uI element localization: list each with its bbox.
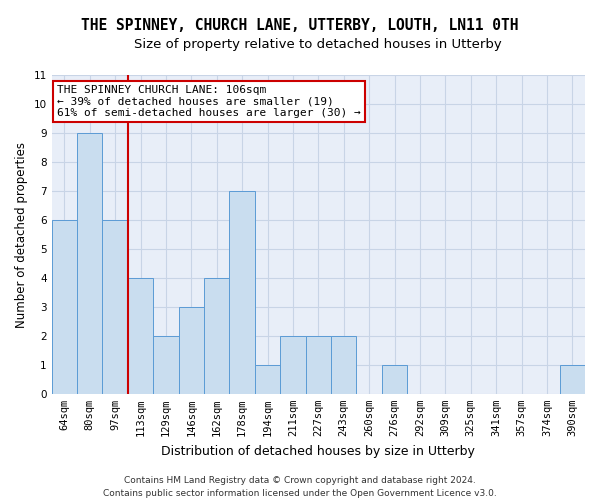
Bar (560, 365, 585, 394)
Bar (77, 133, 103, 394)
Bar (52, 220, 77, 394)
Text: THE SPINNEY, CHURCH LANE, UTTERBY, LOUTH, LN11 0TH: THE SPINNEY, CHURCH LANE, UTTERBY, LOUTH… (81, 18, 519, 32)
X-axis label: Distribution of detached houses by size in Utterby: Distribution of detached houses by size … (161, 444, 475, 458)
Bar (331, 336, 356, 394)
Bar (305, 336, 331, 394)
Bar (204, 278, 229, 394)
Text: Contains HM Land Registry data © Crown copyright and database right 2024.
Contai: Contains HM Land Registry data © Crown c… (103, 476, 497, 498)
Title: Size of property relative to detached houses in Utterby: Size of property relative to detached ho… (134, 38, 502, 51)
Bar (382, 365, 407, 394)
Bar (103, 220, 128, 394)
Bar (255, 365, 280, 394)
Bar (280, 336, 305, 394)
Text: THE SPINNEY CHURCH LANE: 106sqm
← 39% of detached houses are smaller (19)
61% of: THE SPINNEY CHURCH LANE: 106sqm ← 39% of… (57, 85, 361, 118)
Bar (153, 336, 179, 394)
Bar (179, 307, 204, 394)
Bar (128, 278, 153, 394)
Y-axis label: Number of detached properties: Number of detached properties (15, 142, 28, 328)
Bar (229, 191, 255, 394)
